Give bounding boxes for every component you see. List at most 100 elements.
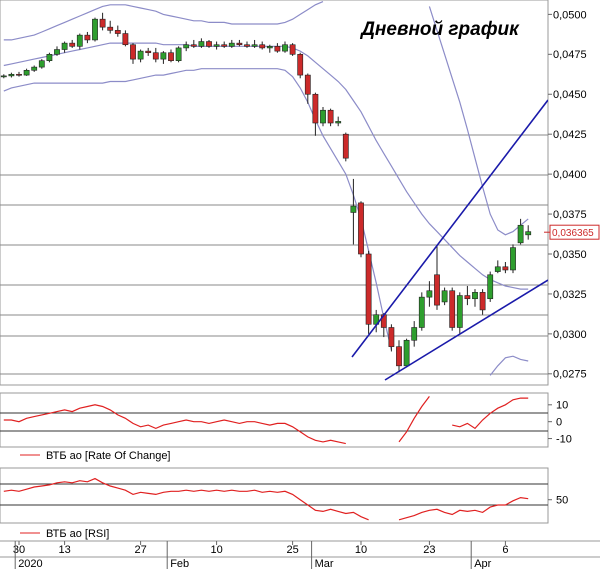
- month-label: 2020: [18, 558, 42, 569]
- candle-body: [114, 30, 121, 34]
- candle-body: [418, 296, 425, 328]
- y-tick-label: 0,0300: [553, 329, 587, 341]
- x-tick-label: 27: [134, 544, 146, 556]
- candle-body: [510, 247, 516, 271]
- y-tick-label: 0,0500: [553, 9, 587, 21]
- band-line: [489, 355, 529, 376]
- month-label: Apr: [474, 558, 491, 569]
- candle-body: [99, 18, 106, 28]
- candle-body: [327, 109, 334, 124]
- candle-body: [228, 42, 235, 47]
- x-tick-label: 10: [355, 544, 367, 556]
- legend-label: ВТБ ао [Rate Of Change]: [46, 450, 171, 462]
- roc-panel: [0, 392, 549, 448]
- main-panel: [0, 0, 549, 386]
- candle-body: [426, 290, 433, 298]
- candle-body: [23, 69, 30, 76]
- candle-body: [479, 292, 486, 311]
- x-tick-label: 13: [58, 544, 70, 556]
- band-line: [3, 68, 392, 351]
- candle-body: [8, 73, 15, 77]
- candle-body: [464, 295, 471, 300]
- candle-body: [38, 60, 45, 68]
- x-tick-label: 6: [502, 544, 508, 556]
- month-label: Mar: [315, 558, 334, 569]
- candle-body: [388, 327, 395, 347]
- indicator-line: [452, 397, 529, 430]
- candle-body: [130, 44, 136, 60]
- candle-body: [487, 274, 494, 300]
- candle-body: [183, 44, 190, 49]
- y-tick-label: 0,0400: [553, 169, 587, 181]
- candle-body: [92, 18, 98, 41]
- candle-body: [46, 54, 53, 62]
- candle-body: [441, 290, 448, 303]
- trend-lines: [351, 99, 548, 381]
- candle-body: [289, 44, 296, 55]
- candle-body: [342, 133, 349, 159]
- candle-body: [69, 42, 76, 47]
- candle-body: [213, 44, 220, 47]
- candle-body: [251, 44, 258, 47]
- y-tick-label: 0,0375: [553, 209, 587, 221]
- candle-body: [175, 47, 182, 62]
- indicator-levels: [0, 412, 548, 506]
- candle-body: [335, 121, 342, 124]
- plot: [0, 1, 532, 521]
- indicator-line: [398, 496, 529, 521]
- band-line: [3, 1, 324, 41]
- candle-body: [304, 74, 311, 95]
- candle-body: [16, 73, 22, 76]
- candle-body: [517, 224, 524, 244]
- candle-body: [282, 44, 288, 52]
- candle-body: [61, 42, 68, 50]
- candle-body: [320, 109, 326, 124]
- chart-title: Дневной график: [359, 19, 520, 40]
- x-tick-label: 30: [13, 544, 25, 556]
- candle-body: [206, 41, 212, 47]
- last-price-box: [549, 224, 600, 240]
- candle-body: [0, 75, 7, 78]
- candle-body: [411, 327, 418, 341]
- x-tick-label: 10: [210, 544, 222, 556]
- rsi-panel: [0, 467, 549, 524]
- y-tick-label: 50: [556, 495, 568, 507]
- candle-body: [456, 295, 463, 328]
- candle-body: [190, 44, 197, 47]
- candle-body: [403, 339, 410, 367]
- candle-body: [350, 205, 357, 213]
- candle-body: [259, 44, 266, 49]
- candle-body: [396, 346, 402, 367]
- candle-body: [236, 42, 243, 46]
- candle-body: [358, 202, 364, 255]
- indicator-line: [3, 477, 369, 521]
- candle-body: [168, 52, 174, 62]
- candle-body: [365, 253, 372, 325]
- y-tick-label: 0: [556, 417, 562, 429]
- y-tick-label: 0,0350: [553, 249, 587, 261]
- candle-body: [76, 34, 83, 47]
- candle-body: [152, 52, 159, 60]
- indicator-line: [3, 404, 346, 445]
- candle-body: [145, 50, 152, 54]
- candle-body: [244, 44, 250, 47]
- candle-body: [449, 290, 456, 328]
- y-tick-label: -10: [556, 433, 572, 445]
- candle-body: [312, 93, 319, 124]
- band-line: [3, 42, 529, 290]
- band-line: [428, 6, 529, 236]
- month-label: Feb: [170, 558, 189, 569]
- candle-body: [198, 41, 205, 47]
- candle-body: [297, 54, 304, 76]
- candle-body: [84, 34, 91, 41]
- indicator-line: [398, 396, 430, 443]
- x-tick-label: 25: [286, 544, 298, 556]
- candle-body: [494, 266, 501, 272]
- candle-body: [525, 231, 532, 236]
- y-tick-label: 10: [556, 400, 568, 412]
- candle-body: [31, 66, 38, 71]
- last-price-label: 0,036365: [552, 228, 594, 239]
- candle-body: [221, 44, 228, 47]
